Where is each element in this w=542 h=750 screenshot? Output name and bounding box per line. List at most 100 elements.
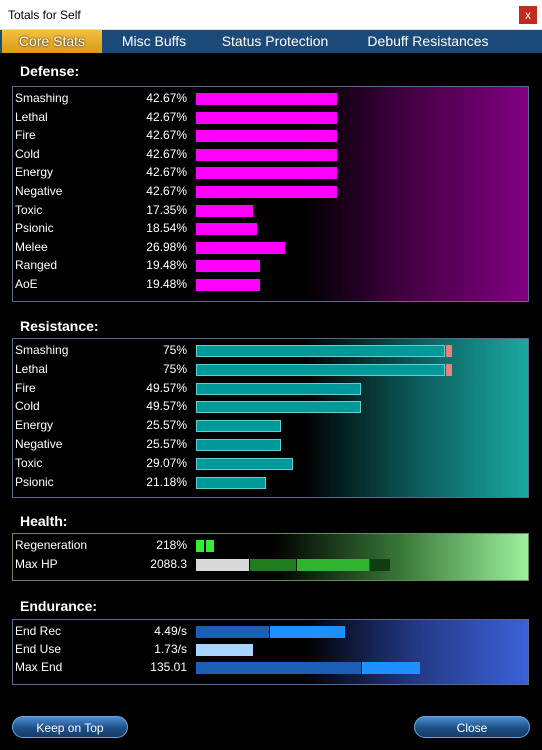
defense-row: Energy 42.67% [13,164,528,183]
resistance-value: 49.57% [146,399,187,414]
resistance-label: Fire [15,380,36,395]
tab-status-protection[interactable]: Status Protection [221,33,329,49]
close-icon[interactable]: x [519,6,537,24]
max-hp-bar [250,559,296,571]
end-use-label: End Use [15,642,62,656]
defense-bar [196,111,337,124]
resistance-label: Lethal [15,361,48,376]
resistance-value: 25.57% [146,437,187,451]
defense-label: Toxic [15,202,43,217]
defense-bar [196,223,257,236]
resistance-label: Negative [15,437,63,451]
resistance-row: Toxic 29.07% [13,455,528,474]
resistance-cap-marker [446,345,452,357]
defense-label: Fire [15,128,36,143]
defense-row: Melee 26.98% [13,239,528,258]
max-hp-cap-bar [370,559,390,571]
defense-value: 17.35% [146,202,187,217]
title-bar: Totals for Self x [0,0,542,30]
regeneration-bar-segment [196,540,204,552]
resistance-value: 21.18% [146,474,187,489]
defense-value: 42.67% [146,91,187,105]
max-end-base-bar [196,662,361,674]
defense-panel: Smashing 42.67% Lethal 42.67% Fire 42.67% Cold… [12,86,529,302]
defense-bar [196,279,260,291]
end-use-value: 1.73/s [154,642,187,656]
defense-label: Negative [15,184,63,198]
defense-row: AoE 19.48% [13,276,528,295]
resistance-cap-marker [446,363,452,376]
resistance-label: Toxic [15,455,43,470]
resistance-bar [196,420,281,433]
resistance-label: Energy [15,418,54,433]
health-title: Health: [20,513,68,529]
defense-row: Ranged 19.48% [13,257,528,276]
defense-label: Lethal [15,109,48,124]
resistance-label: Psionic [15,474,54,489]
resistance-value: 25.57% [146,418,187,433]
defense-value: 42.67% [146,184,187,198]
defense-row: Negative 42.67% [13,183,528,202]
max-hp-bonus-bar [297,559,369,571]
tab-debuff-resistances[interactable]: Debuff Resistances [367,33,489,49]
health-panel-glow [273,534,528,580]
endurance-row-end-rec: End Rec 4.49/s [13,623,528,642]
regeneration-label: Regeneration [15,538,88,552]
defense-row: Cold 42.67% [13,146,528,165]
defense-value: 19.48% [146,277,187,291]
max-hp-label: Max HP [15,557,58,571]
end-rec-bonus-bar [270,626,345,638]
resistance-bar [196,363,445,376]
resistance-row: Cold 49.57% [13,398,528,417]
health-panel: Regeneration 218% Max HP 2088.3 [12,533,529,581]
defense-bar [196,167,337,180]
tab-misc-buffs[interactable]: Misc Buffs [121,33,187,49]
defense-value: 42.67% [146,165,187,180]
defense-value: 42.67% [146,146,187,161]
health-row-regeneration: Regeneration 218% [13,537,528,556]
defense-label: Psionic [15,221,54,236]
defense-bar [196,130,337,143]
resistance-label: Smashing [15,343,69,357]
defense-label: Energy [15,165,54,180]
defense-value: 42.67% [146,128,187,143]
tab-core-stats[interactable]: Core Stats [2,30,102,53]
resistance-value: 75% [162,343,187,357]
end-rec-label: End Rec [15,624,62,638]
endurance-row-end-use: End Use 1.73/s [13,641,528,660]
resistance-bar [196,476,266,489]
end-use-bar [196,644,253,656]
resistance-bar [196,457,293,470]
defense-title: Defense: [20,63,80,79]
close-button[interactable]: Close [414,716,530,738]
resistance-panel: Smashing 75% Lethal 75% Fire 49.57% Cold 49.57%… [12,338,529,498]
defense-label: AoE [15,277,38,291]
resistance-bar [196,401,361,414]
health-row-max-hp: Max HP 2088.3 [13,556,528,575]
resistance-row: Negative 25.57% [13,436,528,455]
defense-value: 19.48% [146,258,187,273]
regeneration-bar-segment [206,540,214,552]
defense-row: Toxic 17.35% [13,202,528,221]
resistance-bar [196,439,281,451]
defense-value: 26.98% [146,239,187,254]
defense-value: 42.67% [146,109,187,124]
tab-bar: Core Stats Misc Buffs Status Protection … [0,30,542,53]
defense-bar [196,204,253,217]
defense-bar [196,148,337,161]
defense-bar [196,241,285,254]
resistance-value: 75% [162,361,187,376]
resistance-row: Energy 25.57% [13,417,528,436]
resistance-label: Cold [15,399,40,414]
regeneration-value: 218% [156,538,187,552]
end-rec-base-bar [196,626,269,638]
window-title: Totals for Self [8,8,81,22]
defense-row: Psionic 18.54% [13,220,528,239]
defense-label: Cold [15,146,40,161]
resistance-row: Smashing 75% [13,342,528,361]
keep-on-top-button[interactable]: Keep on Top [12,716,128,738]
resistance-row: Psionic 21.18% [13,474,528,493]
defense-panel-glow [303,87,528,301]
defense-label: Ranged [15,258,58,273]
resistance-value: 49.57% [146,380,187,395]
